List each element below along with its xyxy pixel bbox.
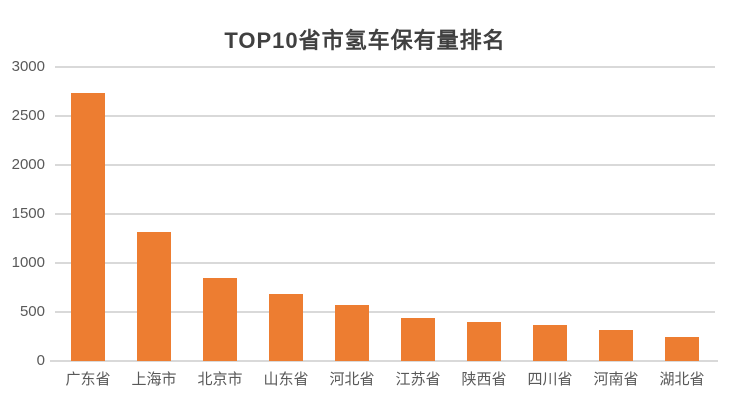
- bar-河北省: [335, 305, 369, 361]
- bar-陕西省: [467, 322, 501, 361]
- y-axis-label: 1500: [11, 205, 45, 222]
- bar-山东省: [269, 294, 303, 361]
- x-axis-label: 上海市: [131, 371, 177, 388]
- x-axis-label: 北京市: [197, 371, 243, 388]
- bar-湖北省: [665, 337, 699, 361]
- x-axis-label: 广东省: [65, 371, 111, 388]
- plot-area: [50, 66, 718, 362]
- x-axis-label: 湖北省: [659, 371, 705, 388]
- y-axis-label: 1000: [11, 254, 45, 271]
- bar-河南省: [599, 330, 633, 361]
- x-axis-label: 河南省: [593, 371, 639, 388]
- y-axis-label: 3000: [11, 58, 45, 75]
- bar-上海市: [137, 232, 171, 361]
- x-axis-label: 河北省: [329, 371, 375, 388]
- chart-title: TOP10省市氢车保有量排名: [224, 28, 506, 53]
- bar-北京市: [203, 278, 237, 361]
- bar-广东省: [71, 93, 105, 361]
- x-axis-label: 陕西省: [461, 371, 507, 388]
- x-axis-label: 江苏省: [395, 371, 441, 388]
- gridline: [55, 115, 715, 117]
- y-axis-label: 2500: [11, 107, 45, 124]
- y-axis-label: 500: [19, 303, 45, 320]
- gridline: [55, 66, 715, 68]
- x-axis-line: [50, 360, 718, 362]
- x-axis-label: 山东省: [263, 371, 309, 388]
- x-axis-label: 四川省: [527, 371, 573, 388]
- y-axis-label: 2000: [11, 156, 45, 173]
- bar-四川省: [533, 325, 567, 361]
- gridline: [55, 164, 715, 166]
- bar-江苏省: [401, 318, 435, 361]
- gridline: [55, 262, 715, 264]
- gridline: [55, 213, 715, 215]
- gridline: [55, 311, 715, 313]
- y-axis-label: 0: [36, 352, 45, 369]
